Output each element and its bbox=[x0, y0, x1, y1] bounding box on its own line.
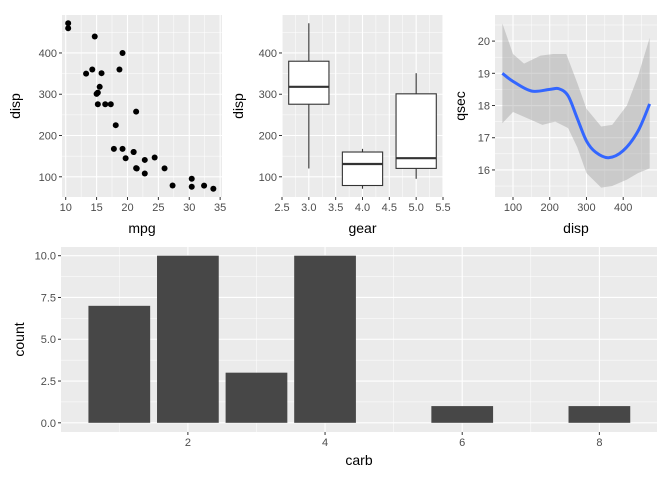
x-tick-label: 4.5 bbox=[382, 202, 397, 214]
data-point bbox=[91, 33, 98, 40]
y-tick-label: 400 bbox=[259, 48, 277, 60]
data-point bbox=[161, 165, 168, 172]
data-point bbox=[151, 154, 158, 161]
data-point bbox=[94, 101, 101, 108]
box-gear-5 bbox=[395, 73, 437, 179]
bar-carb-4 bbox=[294, 255, 356, 423]
bar-carb-1 bbox=[88, 305, 151, 423]
bar-carb-2 bbox=[157, 255, 219, 423]
data-point bbox=[141, 170, 148, 177]
y-axis-title: disp bbox=[7, 93, 23, 119]
y-axis-title: count bbox=[11, 322, 27, 356]
x-axis-title: disp bbox=[563, 220, 589, 236]
bar-carb-3 bbox=[225, 372, 288, 423]
x-tick-label: 2.5 bbox=[274, 202, 289, 214]
box bbox=[341, 151, 384, 187]
data-point bbox=[133, 108, 140, 115]
data-point bbox=[112, 122, 119, 129]
panel-background bbox=[62, 15, 222, 197]
x-tick-label: 8 bbox=[596, 437, 602, 449]
x-tick-label: 20 bbox=[121, 202, 133, 214]
x-tick-label: 4 bbox=[322, 437, 328, 449]
panel-4: 2 4 6 8 0.0 2.5 5.0 7.5 10.0 carb count bbox=[11, 247, 657, 468]
x-axis-title: carb bbox=[345, 452, 372, 468]
data-point bbox=[133, 165, 140, 172]
data-point bbox=[107, 101, 114, 108]
y-tick-label: 18 bbox=[478, 101, 490, 113]
y-tick-label: 200 bbox=[39, 131, 57, 143]
x-tick-label: 100 bbox=[504, 202, 522, 214]
y-tick-label: 5.0 bbox=[41, 334, 56, 346]
data-point bbox=[65, 20, 72, 27]
panel-1: 10 15 20 25 30 35 100 200 300 400 mpg disp bbox=[7, 15, 226, 236]
x-tick-label: 200 bbox=[541, 202, 559, 214]
panel-2: 2.5 3.0 3.5 4.0 4.5 5.0 5.5 100 200 300 400 gear dis… bbox=[230, 15, 451, 236]
data-point bbox=[188, 175, 195, 182]
x-tick-label: 15 bbox=[90, 202, 102, 214]
data-point bbox=[119, 145, 126, 152]
panel-3: 100 200 300 400 16 17 18 19 20 disp qsec bbox=[452, 15, 657, 236]
x-tick-label: 25 bbox=[152, 202, 164, 214]
data-point bbox=[96, 83, 103, 90]
confidence-band bbox=[502, 23, 650, 188]
x-tick-label: 2 bbox=[185, 437, 191, 449]
data-point bbox=[188, 183, 195, 190]
y-tick-label: 10.0 bbox=[35, 251, 56, 263]
x-tick-label: 10 bbox=[60, 202, 72, 214]
y-tick-label: 19 bbox=[478, 68, 490, 80]
y-tick-label: 2.5 bbox=[41, 376, 56, 388]
data-point bbox=[210, 185, 217, 192]
data-point bbox=[89, 66, 96, 73]
data-point bbox=[93, 90, 100, 97]
data-point bbox=[130, 149, 137, 156]
bar-carb-6 bbox=[431, 406, 494, 423]
x-tick-label: 400 bbox=[614, 202, 632, 214]
box-gear-4 bbox=[341, 148, 384, 189]
y-tick-label: 400 bbox=[39, 48, 57, 60]
data-point bbox=[110, 145, 117, 152]
x-tick-label: 300 bbox=[577, 202, 595, 214]
data-point bbox=[83, 70, 90, 77]
data-point bbox=[201, 182, 208, 189]
bar-carb-8 bbox=[568, 406, 631, 423]
y-tick-label: 300 bbox=[259, 89, 277, 101]
box bbox=[288, 60, 330, 105]
data-point bbox=[65, 25, 72, 32]
y-tick-label: 100 bbox=[39, 172, 57, 184]
data-point bbox=[98, 70, 105, 77]
y-tick-label: 0.0 bbox=[41, 418, 56, 430]
x-axis-title: gear bbox=[348, 220, 376, 236]
x-tick-label: 3.0 bbox=[301, 202, 316, 214]
x-tick-label: 5.0 bbox=[409, 202, 424, 214]
data-point bbox=[122, 155, 129, 162]
data-point bbox=[119, 49, 126, 56]
y-axis-title: disp bbox=[230, 93, 246, 119]
y-tick-label: 17 bbox=[478, 133, 490, 145]
data-point bbox=[141, 156, 148, 163]
x-tick-label: 4.0 bbox=[355, 202, 370, 214]
box bbox=[395, 93, 437, 169]
y-tick-label: 100 bbox=[259, 172, 277, 184]
x-axis-title: mpg bbox=[128, 220, 155, 236]
y-tick-label: 300 bbox=[39, 89, 57, 101]
data-point bbox=[169, 182, 176, 189]
y-axis-title: qsec bbox=[452, 91, 468, 121]
x-tick-label: 30 bbox=[183, 202, 195, 214]
x-tick-label: 35 bbox=[214, 202, 226, 214]
y-tick-label: 200 bbox=[259, 131, 277, 143]
y-tick-label: 7.5 bbox=[41, 292, 56, 304]
x-tick-label: 3.5 bbox=[328, 202, 343, 214]
box-gear-3 bbox=[288, 23, 330, 169]
data-point bbox=[102, 101, 109, 108]
smooth-line bbox=[501, 72, 652, 160]
y-tick-label: 16 bbox=[478, 165, 490, 177]
data-point bbox=[116, 66, 123, 73]
y-tick-label: 20 bbox=[478, 36, 490, 48]
x-tick-label: 6 bbox=[459, 437, 465, 449]
x-tick-label: 5.5 bbox=[435, 202, 450, 214]
